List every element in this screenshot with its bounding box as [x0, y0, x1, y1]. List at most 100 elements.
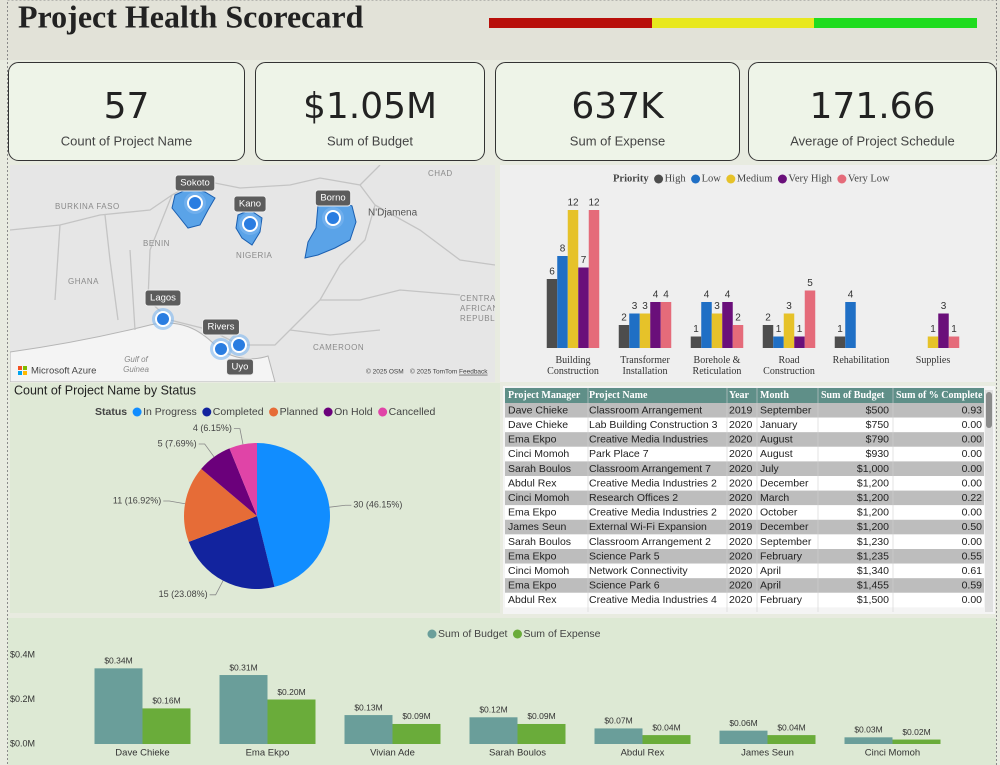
y-tick-label: $0.4M	[10, 649, 35, 659]
table-cell: 2020	[729, 419, 753, 431]
bar	[701, 302, 712, 348]
data-label: $0.04M	[652, 722, 680, 732]
column-header: Sum of % Complete	[896, 390, 983, 401]
table-cell: February	[760, 550, 803, 562]
data-label: 1	[930, 324, 936, 335]
table-cell: December	[760, 521, 809, 533]
legend-label: Planned	[280, 406, 319, 418]
legend-swatch	[132, 407, 142, 417]
scrollbar-thumb[interactable]	[986, 392, 992, 428]
table-row	[505, 519, 984, 535]
table-cell: 0.93	[962, 404, 983, 416]
x-tick-label: Transformer Installation	[620, 355, 670, 377]
y-tick-label: $0.2M	[10, 694, 35, 704]
table-cell: $1,200	[857, 521, 889, 533]
data-label: $0.06M	[729, 718, 757, 728]
data-label: 2	[621, 313, 627, 324]
legend-title: Status	[95, 406, 127, 418]
pie-slice	[184, 468, 257, 542]
pie-title: Count of Project Name by Status	[14, 383, 196, 397]
table-cell: 2020	[729, 463, 753, 475]
legend-label: Medium	[737, 173, 773, 184]
map-bubble	[155, 311, 171, 327]
bar	[639, 313, 651, 348]
data-label: $0.09M	[402, 711, 430, 721]
table: Project Manager Project Name Year Month Sum …	[505, 388, 984, 612]
bar	[767, 735, 816, 744]
table-cell: March	[760, 492, 789, 504]
kpi-label: Average of Project Schedule	[790, 133, 955, 148]
bar	[719, 730, 768, 744]
table-cell: 2020	[729, 492, 753, 504]
map-place: CAMEROON	[313, 343, 364, 352]
table-cell: 0.00	[962, 448, 983, 460]
bar	[578, 267, 589, 348]
map-bubble	[231, 337, 247, 353]
table-cell: 2020	[729, 507, 753, 519]
bar	[629, 313, 640, 348]
kpi-card	[748, 62, 997, 161]
table-cell: $930	[866, 448, 890, 460]
bar	[588, 210, 600, 348]
table-cell: 2020	[729, 434, 753, 446]
table-cell: $1,500	[857, 594, 889, 606]
table-cell: August	[760, 434, 793, 446]
map-bubble	[187, 195, 203, 211]
legend-swatch	[269, 407, 279, 417]
x-tick-label: Borehole & Reticulation	[692, 355, 742, 377]
table-cell: $1,455	[857, 580, 889, 592]
table-row	[505, 446, 984, 462]
table-cell: Creative Media Industries	[589, 434, 708, 446]
table-cell: 2020	[729, 536, 753, 548]
map-tag-label: Rivers	[208, 322, 235, 333]
legend-label: High	[665, 173, 687, 184]
bar	[267, 699, 316, 744]
data-label: 4	[704, 290, 710, 301]
table-cell: Abdul Rex	[508, 477, 557, 489]
legend-swatch	[837, 174, 847, 184]
page-frame	[7, 0, 997, 765]
bar	[94, 668, 143, 744]
table-cell: Ema Ekpo	[508, 507, 557, 519]
data-label: 5	[807, 278, 813, 289]
map-tag-label: Borno	[320, 193, 345, 204]
table-cell: 0.55	[962, 550, 983, 562]
x-tick-label-box: Road Construction	[763, 355, 815, 377]
table-cell: 2019	[729, 521, 753, 533]
x-tick-label: Abdul Rex	[621, 748, 665, 759]
data-label: 30 (46.15%)	[353, 500, 402, 510]
table-cell: Sarah Boulos	[508, 536, 571, 548]
table-row	[505, 549, 984, 564]
bar	[804, 290, 816, 348]
bar	[660, 302, 672, 348]
map-tag	[314, 189, 352, 207]
x-tick-label-box: Supplies	[916, 355, 950, 366]
table-cell: Science Park 5	[589, 550, 660, 562]
x-tick-label: Building Construction	[547, 355, 599, 377]
column-header: Project Name	[589, 390, 648, 401]
data-label: $0.31M	[229, 662, 257, 672]
kpi-value: 171.66	[810, 86, 936, 127]
data-label: 2	[735, 313, 741, 324]
logo-square	[18, 371, 22, 375]
legend-label: In Progress	[143, 406, 197, 418]
map-place: NIGERIA	[236, 251, 273, 260]
table-cell: $1,200	[857, 477, 889, 489]
x-tick-label: Rehabilitation	[832, 355, 890, 366]
table-cell: Ema Ekpo	[508, 434, 557, 446]
table-cell: Ema Ekpo	[508, 550, 557, 562]
table-cell: External Wi-Fi Expansion	[589, 521, 707, 533]
x-tick-label: Vivian Ade	[370, 748, 415, 759]
pie-slice	[229, 443, 257, 516]
table-cell: October	[760, 507, 798, 519]
table-row	[505, 534, 984, 549]
map-bubble	[242, 216, 258, 232]
map-tag	[233, 195, 267, 213]
data-label: 1	[693, 324, 699, 335]
table-cell: Cinci Momoh	[508, 565, 569, 577]
map-place: GHANA	[68, 277, 99, 286]
table-row	[505, 461, 984, 476]
table-cell: January	[760, 419, 798, 431]
legend-swatch	[726, 174, 736, 184]
table-cell: $1,340	[857, 565, 889, 577]
